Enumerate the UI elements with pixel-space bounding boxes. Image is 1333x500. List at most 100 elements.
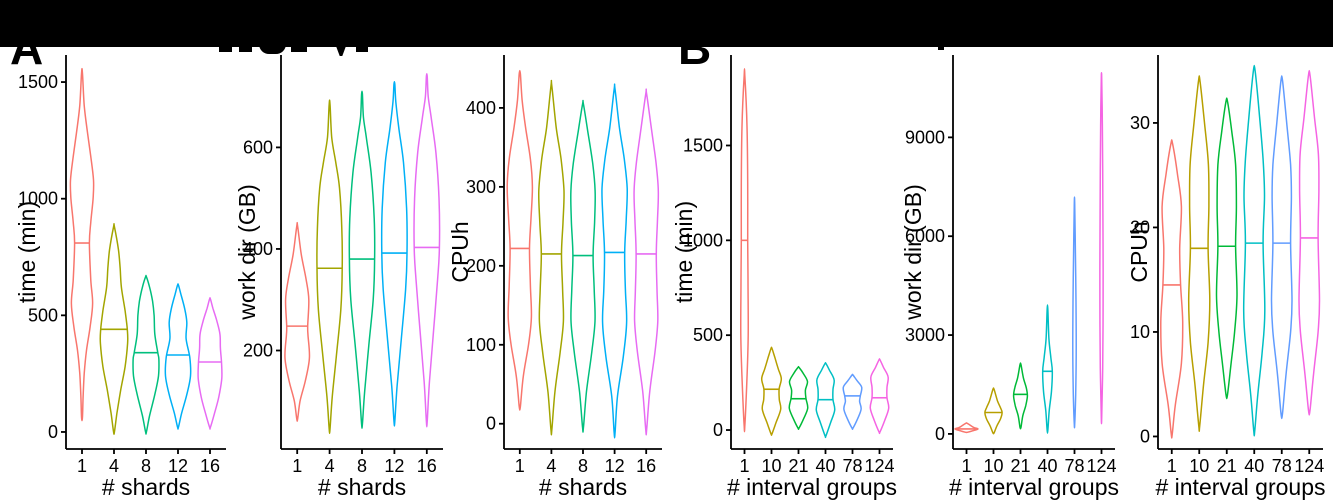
- y-tick-label: 500: [693, 325, 723, 345]
- x-tick-label: 124: [1086, 456, 1116, 476]
- violin-B-time-10: [760, 346, 783, 436]
- violin-B-time-78: [842, 373, 863, 431]
- x-tick-label: 40: [1037, 456, 1057, 476]
- x-tick-label: 1: [77, 456, 87, 476]
- x-axis-title: # interval groups: [727, 474, 897, 500]
- y-tick-label: 0: [935, 424, 945, 444]
- y-tick-label: 300: [466, 177, 496, 197]
- violin-A-workdir-1: [284, 221, 311, 422]
- violin-B-workdir-124: [1099, 71, 1104, 425]
- violin-A-time-4: [99, 223, 129, 436]
- y-tick-label: 1500: [683, 135, 723, 155]
- y-tick-label: 400: [466, 98, 496, 118]
- x-tick-label: 8: [141, 456, 151, 476]
- x-axis-title: # interval groups: [949, 474, 1119, 500]
- violin-B-workdir-40: [1041, 304, 1054, 434]
- violin-B-workdir-1: [954, 422, 979, 434]
- x-tick-label: 21: [788, 456, 808, 476]
- y-tick-label: 3000: [905, 325, 945, 345]
- x-tick-label: 4: [109, 456, 119, 476]
- x-axis-title: # interval groups: [1155, 474, 1325, 500]
- violin-A-workdir-12: [380, 80, 408, 427]
- plot-svg: 0 100 200 300 400 1 4 8 12 16 # shards CPUh: [447, 55, 662, 500]
- violin-A-time-12: [164, 283, 192, 430]
- x-tick-label: 21: [1217, 456, 1237, 476]
- top-black-bar: [0, 0, 1333, 47]
- chart-a-workdir: 200 400 600 1 4 8 12 16 # shards work dir (GB): [228, 47, 450, 500]
- violin-A-time-8: [132, 274, 160, 435]
- y-tick-label: 30: [1130, 113, 1150, 133]
- x-tick-label: 21: [1010, 456, 1030, 476]
- x-tick-label: 1: [1167, 456, 1177, 476]
- y-tick-label: 1000: [683, 230, 723, 250]
- plot-svg: 0 500 1000 1500 1 4 8 12 16 # shards time (min): [14, 55, 226, 500]
- x-tick-label: 16: [636, 456, 656, 476]
- violin-B-time-124: [869, 358, 890, 435]
- violin-B-time-21: [788, 365, 809, 431]
- x-tick-label: 78: [1064, 456, 1084, 476]
- x-tick-label: 12: [168, 456, 188, 476]
- y-axis-title: CPUh: [1126, 221, 1152, 282]
- y-tick-label: 0: [713, 420, 723, 440]
- violin-B-cpuh-78: [1270, 75, 1293, 420]
- y-tick-label: 0: [48, 422, 58, 442]
- y-axis-title: time (min): [671, 201, 697, 303]
- x-tick-label: 124: [1294, 456, 1324, 476]
- violin-B-workdir-21: [1012, 362, 1029, 430]
- plot-svg: 200 400 600 1 4 8 12 16 # shards work dir (GB): [234, 55, 443, 500]
- plot-svg: 0 500 1000 1500 1 10 21 40 78 124# interval group…: [671, 55, 897, 500]
- y-tick-label: 0: [1140, 426, 1150, 446]
- x-tick-label: 12: [384, 456, 404, 476]
- violin-A-cpuh-12: [601, 83, 629, 439]
- chart-b-workdir: 0 3000 6000 9000 1 10 21 40 78 124 # interval grou…: [900, 47, 1122, 500]
- y-tick-label: 600: [243, 137, 273, 157]
- violin-B-workdir-78: [1072, 196, 1077, 429]
- x-tick-label: 78: [1272, 456, 1292, 476]
- y-tick-label: 1500: [18, 72, 58, 92]
- y-tick-label: 6000: [905, 226, 945, 246]
- violin-A-workdir-4: [316, 99, 344, 435]
- x-tick-label: 4: [546, 456, 556, 476]
- y-tick-label: 200: [243, 341, 273, 361]
- x-axis-title: # shards: [318, 474, 406, 500]
- violin-B-time-1: [739, 68, 750, 433]
- violin-A-workdir-16: [413, 73, 441, 428]
- violin-B-workdir-10: [984, 387, 1003, 435]
- violin-B-cpuh-1: [1160, 139, 1184, 439]
- plot-svg: 0 3000 6000 9000 1 10 21 40 78 124# interval grou…: [900, 55, 1119, 500]
- violin-B-cpuh-21: [1215, 97, 1238, 400]
- chart-a-time: 0 500 1000 1500 1 4 8 12 16 # shards time (min): [0, 47, 228, 500]
- x-tick-label: 1: [515, 456, 525, 476]
- violin-A-time-16: [197, 297, 223, 430]
- y-tick-label: 200: [466, 256, 496, 276]
- x-tick-label: 8: [357, 456, 367, 476]
- y-tick-label: 9000: [905, 127, 945, 147]
- y-axis-title: work dir (GB): [234, 184, 260, 320]
- x-tick-label: 10: [983, 456, 1003, 476]
- x-tick-label: 40: [1244, 456, 1264, 476]
- violin-A-cpuh-4: [537, 79, 565, 436]
- violin-A-cpuh-8: [570, 99, 596, 433]
- x-tick-label: 1: [961, 456, 971, 476]
- violin-A-cpuh-1: [506, 69, 534, 411]
- x-tick-label: 1: [292, 456, 302, 476]
- violin-B-cpuh-124: [1298, 69, 1321, 416]
- y-tick-label: 100: [466, 335, 496, 355]
- x-axis-title: # shards: [102, 474, 190, 500]
- y-axis-title: work dir (GB): [900, 184, 926, 320]
- x-tick-label: 40: [815, 456, 835, 476]
- x-tick-label: 10: [1189, 456, 1209, 476]
- x-tick-label: 8: [578, 456, 588, 476]
- x-tick-label: 4: [325, 456, 335, 476]
- y-tick-label: 1000: [18, 189, 58, 209]
- chart-a-cpuh: 0 100 200 300 400 1 4 8 12 16 # shards CPUh: [447, 47, 670, 500]
- x-tick-label: 10: [761, 456, 781, 476]
- violin-A-workdir-8: [348, 90, 376, 429]
- y-tick-label: 500: [28, 305, 58, 325]
- plot-svg: 0 10 20 30 1 10 21 40 78 124# interval groups CPUh: [1126, 55, 1326, 500]
- y-tick-label: 10: [1130, 322, 1150, 342]
- x-axis-title: # shards: [539, 474, 627, 500]
- x-tick-label: 12: [605, 456, 625, 476]
- y-tick-label: 0: [486, 414, 496, 434]
